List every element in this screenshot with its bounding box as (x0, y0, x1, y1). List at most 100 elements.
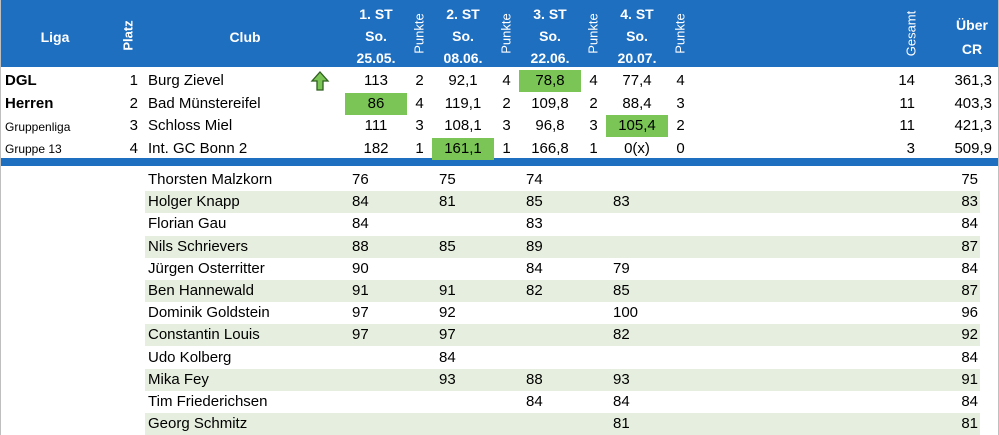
standing-punkte: 2 (589, 94, 598, 112)
standing-club: Int. GC Bonn 2 (148, 139, 248, 157)
standing-platz: 4 (129, 139, 138, 157)
player-name: Tim Friederichsen (148, 393, 268, 410)
player-score (439, 413, 489, 435)
standing-score: 96,8 (535, 117, 565, 134)
standing-score: 182 (363, 139, 389, 157)
round-header-title: 1. ST (359, 6, 393, 22)
standing-score: 88,4 (622, 94, 652, 112)
player-score: 88 (352, 237, 369, 255)
player-cr: 83 (961, 193, 978, 211)
player-score: 89 (526, 237, 543, 255)
player-score: 81 (613, 415, 630, 433)
punkte-header: Punkte (585, 13, 601, 54)
up-arrow-icon (310, 70, 330, 92)
player-cr: 84 (961, 215, 978, 233)
player-score: 85 (439, 237, 456, 255)
player-cr: 92 (961, 326, 978, 344)
standing-punkte: 4 (676, 72, 685, 89)
standing-punkte: 1 (415, 139, 424, 157)
player-score: 83 (526, 215, 543, 233)
round-header-day: So. (365, 28, 387, 44)
player-score: 92 (439, 304, 456, 322)
player-row-stripe (145, 324, 980, 347)
standing-score: 77,4 (622, 72, 652, 89)
player-score (526, 302, 576, 324)
round-header-day: So. (539, 28, 561, 44)
player-score: 97 (352, 326, 369, 344)
round-header-title: 2. ST (446, 6, 480, 22)
player-row-stripe (145, 191, 980, 214)
player-cr: 96 (961, 304, 978, 322)
player-name: Ben Hannewald (148, 282, 254, 299)
standing-score: 109,8 (531, 94, 569, 112)
player-name: Udo Kolberg (148, 348, 232, 366)
punkte-header: Punkte (672, 13, 688, 54)
player-row-stripe (145, 368, 980, 391)
liga-line-4: Gruppe 13 (5, 142, 62, 156)
player-score: 85 (526, 193, 543, 211)
standing-platz: 3 (129, 117, 138, 134)
standing-punkte: 3 (502, 117, 511, 134)
player-score: 93 (613, 370, 630, 388)
standing-gesamt: 14 (898, 72, 915, 89)
player-score (613, 236, 663, 258)
standing-score: 111 (364, 117, 388, 134)
standing-punkte: 0 (676, 139, 685, 157)
standing-punkte: 2 (415, 72, 424, 89)
player-name: Jürgen Osterritter (148, 259, 265, 277)
standing-punkte: 2 (502, 94, 511, 112)
ueber-header: Über (956, 17, 988, 33)
section-separator (0, 158, 999, 166)
standing-gesamt: 3 (906, 139, 915, 157)
player-name: Constantin Louis (148, 326, 260, 344)
standing-platz: 1 (129, 72, 138, 89)
player-score: 84 (526, 393, 543, 410)
player-name: Thorsten Malzkorn (148, 171, 273, 188)
player-score: 91 (352, 282, 369, 299)
cr-header: CR (961, 41, 983, 57)
standing-punkte: 3 (415, 117, 424, 134)
player-name: Florian Gau (148, 215, 227, 233)
standing-cr: 403,3 (954, 94, 992, 112)
standing-punkte: 3 (589, 117, 598, 134)
standing-score: 86 (345, 92, 407, 115)
player-cr: 81 (961, 415, 978, 433)
player-score: 84 (352, 193, 369, 211)
player-score (352, 347, 402, 369)
player-score: 97 (439, 326, 456, 344)
player-score (526, 347, 576, 369)
club-header: Club (229, 29, 261, 45)
player-score: 81 (439, 193, 456, 211)
player-name: Georg Schmitz (148, 415, 248, 433)
player-cr: 91 (961, 370, 978, 388)
standing-punkte: 4 (415, 94, 424, 112)
player-score (526, 324, 576, 346)
player-cr: 84 (961, 259, 978, 277)
player-name: Dominik Goldstein (148, 304, 270, 322)
liga-line-1: DGL (5, 72, 37, 89)
standing-score: 119,1 (444, 94, 482, 112)
player-score: 82 (526, 282, 543, 299)
player-score: 88 (526, 370, 543, 388)
standing-gesamt: 11 (899, 94, 915, 112)
standing-cr: 421,3 (954, 117, 992, 134)
standing-punkte: 4 (502, 72, 511, 89)
standing-punkte: 4 (589, 72, 598, 89)
player-cr: 84 (961, 393, 978, 410)
round-header-title: 3. ST (533, 6, 567, 22)
player-score (613, 169, 663, 191)
standing-cr: 509,9 (954, 139, 992, 157)
player-score: 84 (613, 393, 630, 410)
player-cr: 87 (961, 282, 978, 299)
player-score: 93 (439, 370, 456, 388)
round-header-date: 08.06. (443, 50, 483, 66)
header-band (0, 0, 999, 67)
standing-score: 161,1 (432, 137, 494, 160)
round-header-date: 20.07. (617, 50, 657, 66)
liga-line-3: Gruppenliga (5, 120, 71, 134)
standing-punkte: 1 (589, 139, 598, 157)
player-score: 75 (439, 171, 456, 188)
player-score (439, 213, 489, 235)
player-score: 84 (439, 348, 456, 366)
